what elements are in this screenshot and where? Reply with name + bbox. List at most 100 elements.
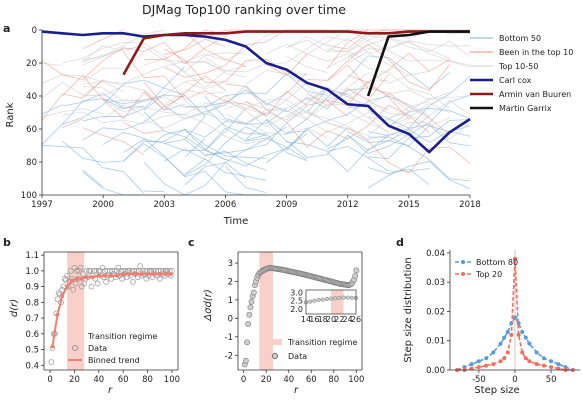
series-point <box>498 341 503 346</box>
x-tick-label: 60 <box>306 375 317 385</box>
x-tick-label: 2000 <box>92 200 114 210</box>
panel-a: 1997 2000 2003 2006 2009 2012 2015 2018 0 20 40 60 8… <box>5 26 573 227</box>
binned-trend-point <box>70 278 75 283</box>
data-point <box>55 290 62 296</box>
panel-d: -50 0 50 0.00 0.01 0.02 0.03 0.04 Bottom 80 Top 2… <box>403 249 580 396</box>
data-point <box>64 272 70 279</box>
series-point <box>505 350 510 355</box>
binned-trend-point <box>60 294 65 299</box>
y-tick-label: 0.04 <box>426 249 445 259</box>
panel-label-d: d <box>396 236 404 249</box>
bottom-50-line <box>265 55 450 135</box>
panel-b-plot: 0 20 40 60 80 100 0.4 0.5 0.6 0.7 0.8 0.9 1.0 1.1 Tran… <box>25 251 180 385</box>
top-10-50-line <box>204 29 287 61</box>
bottom-50-line <box>367 160 471 190</box>
panel-c-xlabel: r <box>294 385 299 396</box>
legend-swatch <box>72 345 78 351</box>
been-top-10-line <box>306 43 450 92</box>
bottom-50-line <box>184 127 348 167</box>
series-point <box>476 359 481 364</box>
inset-x-tick-label: 26 <box>351 315 361 324</box>
top-10-50-line <box>266 29 471 68</box>
top-10-50-line <box>184 60 246 78</box>
bottom-50-line <box>327 125 471 173</box>
bottom-50-line <box>164 116 206 144</box>
x-tick-label: 80 <box>142 375 153 385</box>
inset-data-point <box>328 296 334 301</box>
top-10-50-line <box>204 35 348 73</box>
series-point <box>527 341 532 346</box>
panel-c: 0 20 40 60 80 100-2-10123141618202224262.02.5… <box>203 251 364 396</box>
been-top-10-line <box>225 83 430 148</box>
bottom-50-line <box>123 108 287 162</box>
been-top-10-line <box>347 127 471 174</box>
binned-trend-point <box>127 272 132 277</box>
data-point <box>74 268 80 274</box>
y-tick-label: 60 <box>26 125 37 135</box>
bottom-50-line <box>41 104 104 145</box>
bottom-50-line <box>184 105 308 186</box>
top-10-50-line <box>62 102 226 125</box>
bottom-50-line <box>286 130 308 133</box>
bottom-50-line <box>204 107 308 162</box>
panel-a-xlabel: Time <box>223 216 248 227</box>
panel-c-ylabel: Δσd(r) <box>203 289 214 321</box>
y-tick-label: 100 <box>21 191 37 201</box>
binned-trend-point <box>157 272 162 277</box>
top-10-50-line <box>184 80 389 127</box>
data-point <box>83 268 90 274</box>
bottom-50-line <box>245 134 267 141</box>
been-top-10-line <box>82 127 145 156</box>
inset-data-point <box>333 296 338 301</box>
binned-trend-point <box>115 273 120 278</box>
data-point <box>248 298 255 305</box>
binned-trend-point <box>84 275 89 280</box>
data-point <box>94 280 101 287</box>
binned-trend-point <box>133 272 138 277</box>
y-tick-label: 0.9 <box>25 283 39 293</box>
x-tick-label: 40 <box>93 375 104 385</box>
series-point <box>520 329 525 334</box>
series-point <box>502 335 507 340</box>
top-10-50-line <box>102 104 145 120</box>
data-point <box>48 359 55 365</box>
x-tick-label: 100 <box>348 375 364 385</box>
legend-label: Bottom 80 <box>476 258 518 267</box>
bottom-50-line <box>103 167 145 194</box>
inset-data-point <box>312 298 317 303</box>
y-tick-label: 0.01 <box>426 337 445 347</box>
inset-transition-band <box>331 290 344 314</box>
series-point <box>462 365 467 370</box>
panel-a-ylabel: Rank <box>5 102 16 127</box>
top-10-50-line <box>347 112 471 140</box>
series-point <box>534 350 539 355</box>
legend-label: Binned trend <box>88 356 140 365</box>
legend-label: Top 20 <box>475 270 502 279</box>
been-top-10-line <box>164 38 226 55</box>
data-point <box>88 283 95 290</box>
top-10-50-line <box>82 78 206 102</box>
series-carl-cox <box>41 30 471 154</box>
bottom-50-line <box>368 131 389 136</box>
top-10-50-line <box>286 36 328 49</box>
y-tick-label: 0.8 <box>25 298 39 308</box>
top-10-50-line <box>82 52 145 83</box>
panel-b-xlabel: r <box>108 385 113 396</box>
data-point <box>130 279 136 285</box>
series-point <box>484 356 489 361</box>
series-point <box>549 359 554 364</box>
bottom-50-line <box>41 144 104 169</box>
inset-data-point <box>337 295 342 300</box>
series-point <box>541 356 546 361</box>
inset-data-point <box>324 297 329 302</box>
been-top-10-line <box>123 122 165 134</box>
inset-x-tick-label: 24 <box>343 315 353 324</box>
panel-label-b: b <box>3 236 11 249</box>
y-tick-label: 0.5 <box>25 346 39 356</box>
data-point <box>93 268 100 274</box>
series-point <box>534 362 539 367</box>
x-tick-label: 40 <box>283 375 294 385</box>
figure-title: DJMag Top100 ranking over time <box>142 2 346 17</box>
inset-data-point <box>308 299 313 304</box>
x-tick-label: 2012 <box>337 200 359 210</box>
